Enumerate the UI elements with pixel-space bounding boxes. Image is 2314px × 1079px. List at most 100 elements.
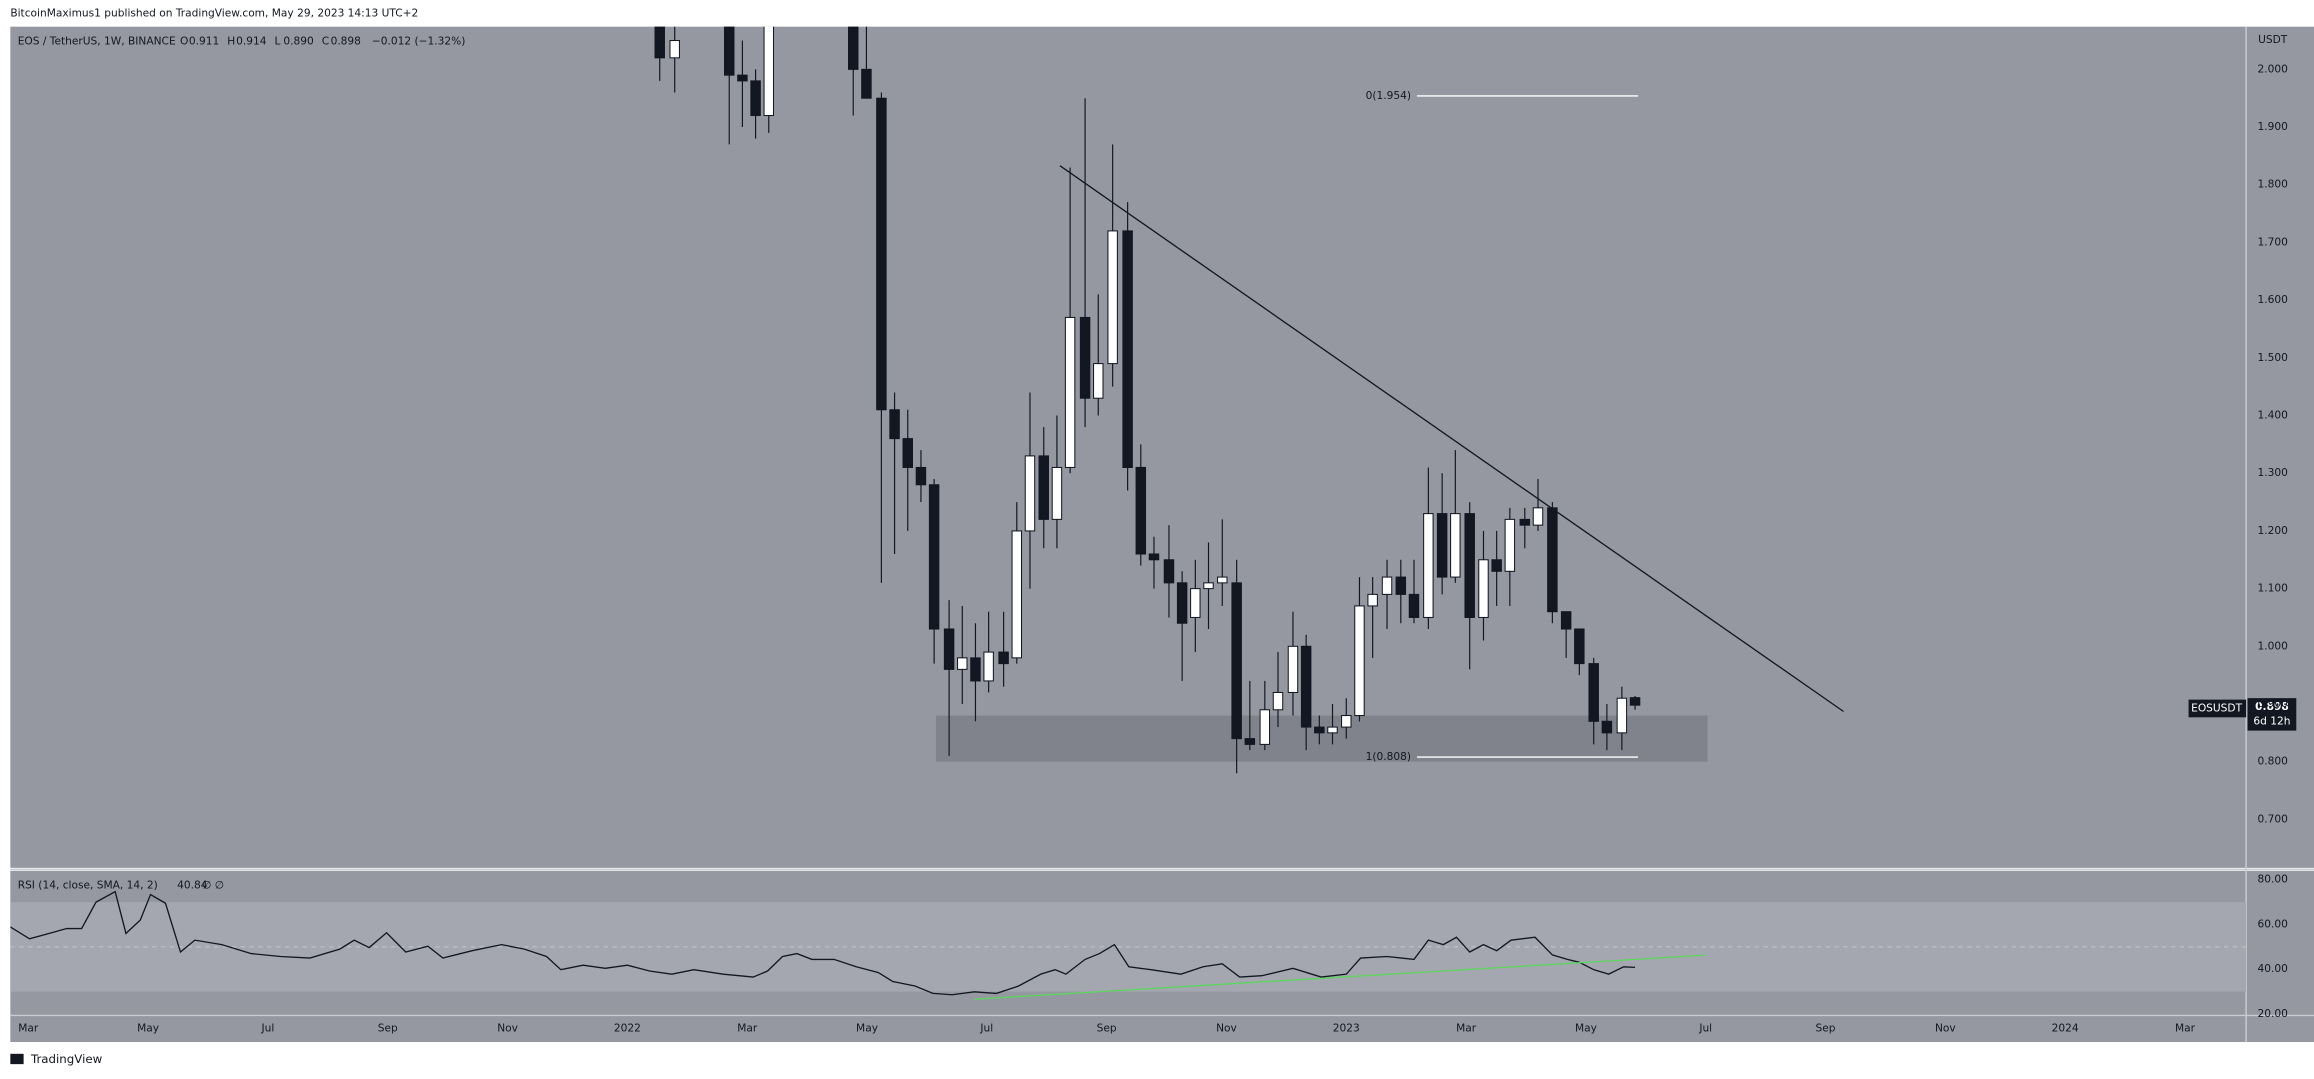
candle-body bbox=[1038, 455, 1049, 520]
candle-body bbox=[1395, 576, 1407, 595]
candle-body bbox=[1024, 455, 1036, 532]
y-tick-label: 1.700 bbox=[2257, 235, 2288, 248]
candle-body bbox=[1217, 576, 1228, 584]
candle-body bbox=[654, 26, 665, 59]
candle-body bbox=[1450, 513, 1461, 578]
candle-body bbox=[861, 68, 872, 99]
candle-body bbox=[723, 26, 735, 76]
ohlc-key: L bbox=[274, 34, 280, 47]
price-tag bbox=[2247, 698, 2297, 731]
x-tick-label: Sep bbox=[1816, 1022, 1836, 1035]
ohlc-value: 0.890 bbox=[283, 34, 314, 47]
y-tick-label: 1.900 bbox=[2257, 120, 2288, 133]
x-tick-label: Nov bbox=[497, 1022, 518, 1035]
fib-label: 1(0.808) bbox=[1366, 750, 1411, 763]
candle-body bbox=[943, 628, 955, 670]
ohlc-value: 0.914 bbox=[236, 34, 267, 47]
candle-body bbox=[1244, 738, 1256, 745]
y-tick-label: 1.000 bbox=[2257, 639, 2288, 652]
candle-body bbox=[1287, 645, 1299, 693]
candle-body bbox=[889, 409, 900, 440]
x-tick-label: Mar bbox=[18, 1022, 39, 1035]
logo bbox=[10, 1053, 24, 1065]
candle-body bbox=[902, 438, 913, 468]
symbol: EOS / TetherUS, 1W, BINANCE bbox=[18, 34, 176, 47]
candle-body bbox=[1464, 513, 1475, 618]
ohlc-key: C bbox=[322, 34, 329, 47]
support-zone bbox=[935, 715, 1708, 762]
ohlc-legend: O 0.911 H 0.914 L 0.890 C 0.898 −0.012 (−1.32%) bbox=[180, 34, 465, 47]
rsi-extra: ∅ ∅ bbox=[202, 879, 224, 892]
rsi-line bbox=[10, 890, 1636, 996]
plot-area bbox=[654, 26, 1844, 774]
candle-body bbox=[1107, 230, 1118, 365]
candle-body bbox=[970, 657, 981, 682]
candle-body bbox=[1163, 559, 1175, 584]
candle-body bbox=[1408, 593, 1420, 618]
candle-body bbox=[928, 484, 940, 630]
candle-body bbox=[737, 74, 748, 82]
candle-body bbox=[1341, 715, 1352, 728]
candle-body bbox=[1300, 645, 1312, 728]
candle-body bbox=[915, 466, 927, 486]
candle-body bbox=[1547, 507, 1558, 613]
ohlc-key: O bbox=[180, 34, 188, 47]
candle-body bbox=[1122, 230, 1133, 468]
x-tick-label: 2023 bbox=[1333, 1022, 1360, 1035]
candle-body bbox=[1519, 518, 1531, 526]
publisher: BitcoinMaximus1 published on TradingView… bbox=[10, 6, 418, 19]
candle-body bbox=[1093, 363, 1104, 399]
price-tag-countdown: 6d 12h bbox=[2253, 715, 2290, 728]
y-tick-label: 1.800 bbox=[2257, 178, 2288, 191]
y-tick-label: 40.00 bbox=[2257, 962, 2288, 975]
candle-body bbox=[876, 97, 887, 411]
candle-body bbox=[1190, 588, 1201, 618]
candle-body bbox=[1588, 663, 1599, 722]
x-tick-label: Jul bbox=[979, 1022, 993, 1035]
candle-body bbox=[1327, 726, 1338, 734]
candle-body bbox=[957, 657, 968, 670]
x-tick-label: Nov bbox=[1216, 1022, 1237, 1035]
candle-body bbox=[1574, 628, 1585, 665]
time-axis bbox=[10, 1015, 2314, 1042]
x-tick-label: May bbox=[856, 1022, 878, 1035]
candle-body bbox=[1616, 697, 1628, 734]
x-tick-label: Jul bbox=[1698, 1022, 1712, 1035]
y-tick-label: 2.000 bbox=[2257, 62, 2288, 75]
candle-body bbox=[669, 40, 680, 59]
x-tick-label: Mar bbox=[1456, 1022, 1477, 1035]
candle-body bbox=[1532, 507, 1544, 526]
candle-body bbox=[1135, 466, 1147, 555]
y-tick-label: 1.600 bbox=[2257, 293, 2288, 306]
x-tick-label: Sep bbox=[1097, 1022, 1117, 1035]
candle-body bbox=[1176, 582, 1188, 624]
candle-body bbox=[1354, 605, 1365, 717]
candle-body bbox=[1436, 513, 1448, 578]
trendline bbox=[1059, 165, 1844, 713]
y-tick-label: 80.00 bbox=[2257, 873, 2288, 886]
candle-body bbox=[983, 651, 994, 682]
y-tick-label: 20.00 bbox=[2257, 1007, 2288, 1020]
y-tick-label: 1.200 bbox=[2257, 524, 2288, 537]
candle-body bbox=[998, 651, 1009, 665]
candle-body bbox=[1629, 697, 1641, 706]
ohlc-value: 0.911 bbox=[189, 34, 219, 47]
rsi-title: RSI (14, close, SMA, 14, 2) bbox=[18, 879, 158, 892]
y-tick-label: 1.400 bbox=[2257, 409, 2288, 422]
candle-body bbox=[1011, 530, 1023, 659]
x-tick-label: Mar bbox=[737, 1022, 758, 1035]
plot-area bbox=[10, 890, 2247, 1000]
y-tick-label: 1.100 bbox=[2257, 582, 2288, 595]
candle-body bbox=[848, 26, 859, 70]
candle-body bbox=[1601, 720, 1613, 734]
y-tick-label: 60.00 bbox=[2257, 917, 2288, 930]
candle-body bbox=[1051, 466, 1063, 520]
y-tick-label: 0.800 bbox=[2257, 755, 2288, 768]
ohlc-key: H bbox=[227, 34, 235, 47]
x-tick-label: Mar bbox=[2175, 1022, 2196, 1035]
candle-body bbox=[1478, 559, 1489, 618]
y-tick-label: 0.700 bbox=[2257, 812, 2288, 825]
x-tick-label: Jul bbox=[261, 1022, 275, 1035]
